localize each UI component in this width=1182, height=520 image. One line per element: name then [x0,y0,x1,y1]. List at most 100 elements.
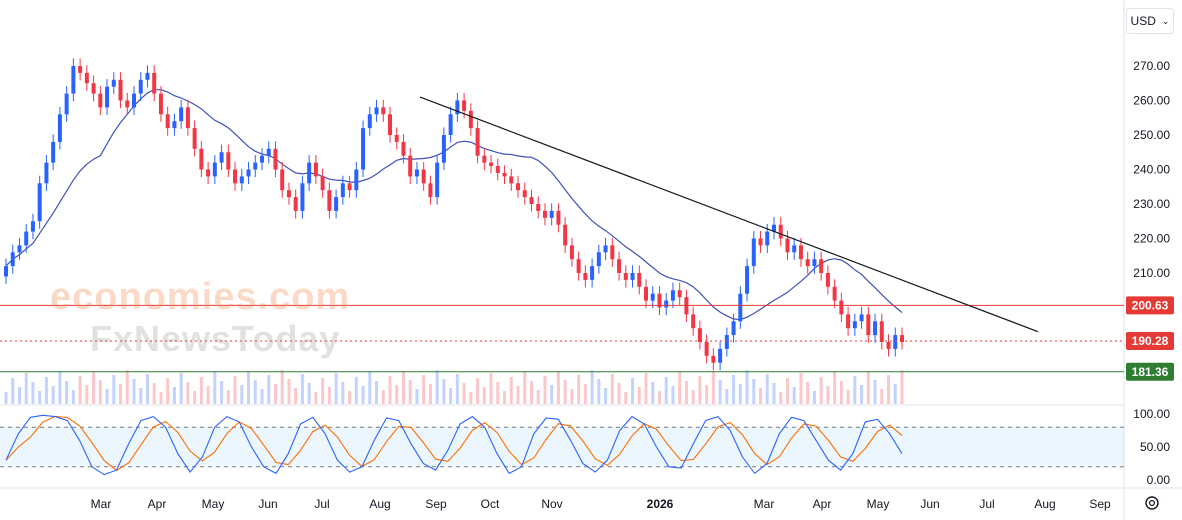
candle-body [697,328,702,342]
oscillator-d-line [5,415,903,472]
candle-body [388,114,392,135]
candle-body [118,79,123,101]
volume-bar [388,376,392,404]
candle-body [152,72,157,94]
volume-bar [166,378,170,404]
volume-bar [125,370,129,404]
volume-bar [482,387,486,404]
candle-body [91,83,96,94]
candle-body [650,293,655,301]
volume-bar [644,373,648,404]
candle-body [98,93,103,108]
volume-bar [860,385,864,404]
volume-bar [705,385,709,404]
volume-bar [509,377,513,404]
time-tick-label: Apr [148,497,167,511]
candle-body [327,190,332,211]
volume-bar [139,388,143,404]
candle-body [542,210,547,218]
candle-body [509,176,514,184]
candle-body [158,93,163,115]
volume-bar [132,379,136,404]
volume-bar [260,389,264,404]
volume-bar [449,388,453,404]
volume-bar [253,380,257,404]
candle-body [569,245,574,260]
time-tick-label: Mar [91,497,112,511]
volume-bar [415,389,419,404]
volume-bar [664,377,668,404]
volume-bar [38,391,42,404]
candle-body [280,169,285,191]
settings-gear-icon[interactable] [1145,496,1159,510]
candle-body [435,162,440,198]
volume-bar [395,385,399,404]
volume-bar [105,389,109,404]
volume-bar [691,390,695,404]
volume-bar [11,378,15,404]
trendline[interactable] [419,96,1039,333]
candle-body [185,107,190,129]
volume-bar [610,374,614,404]
price-tick-label: 220.00 [1133,232,1170,246]
volume-bar [44,377,48,404]
volume-bar [361,386,365,404]
volume-bar [17,387,21,404]
candle-body [657,293,662,308]
price-axis: 270.00 260.00 250.00 240.00 230.00 220.00 210.… [1133,59,1170,280]
candle-body [367,114,372,129]
volume-bar [590,370,594,404]
volume-bar [698,376,702,404]
volume-bar [186,382,190,404]
candle-body [132,93,136,108]
volume-bar [462,383,466,404]
candle-body [731,321,736,336]
candle-body [522,190,527,198]
candle-body [51,141,56,163]
candle-body [549,210,554,218]
candle-body [745,266,750,294]
oscillator-k-line [5,414,903,476]
volume-bar [267,375,271,404]
candle-body [206,169,211,177]
candle-body [536,204,541,211]
candle-body [233,169,238,184]
candle-body [502,172,507,177]
candle-body [105,86,110,108]
price-levels: 200.63 190.28 181.36 [0,296,1174,381]
candle-body [704,342,709,356]
candle-body [866,314,871,336]
volume-bar [577,375,581,404]
candle-body [10,252,15,267]
candle-body [711,355,716,363]
currency-selector[interactable]: USD ⌄ [1126,8,1174,34]
candle-body [462,100,467,111]
volume-bar [98,380,102,404]
volume-bar [873,380,877,404]
volume-bar [819,377,823,404]
candle-body [394,135,399,142]
time-tick-label: Jun [920,497,939,511]
candle-body [71,66,76,94]
candle-body [145,72,150,80]
volume-bar [624,392,628,404]
candle-body [165,114,170,129]
candle-body [4,266,8,277]
candle-body [260,155,264,163]
time-axis: Mar Apr May Jun Jul Aug Sep Oct Nov 2026 Mar Apr May… [91,497,1111,511]
volume-bar [684,381,688,404]
candle-body [603,245,608,253]
price-level-tag [1126,296,1174,315]
candle-body [576,259,581,273]
volume-bar [529,381,533,404]
candle-body [24,231,29,246]
candle-body [819,259,824,273]
volume-bar [199,377,203,404]
time-tick-label: Jul [979,497,994,511]
stochastic-oscillator: 100.00 50.00 0.00 [0,407,1170,487]
candle-body [859,314,864,322]
candle-body [246,169,251,177]
volume-bar [738,384,742,404]
